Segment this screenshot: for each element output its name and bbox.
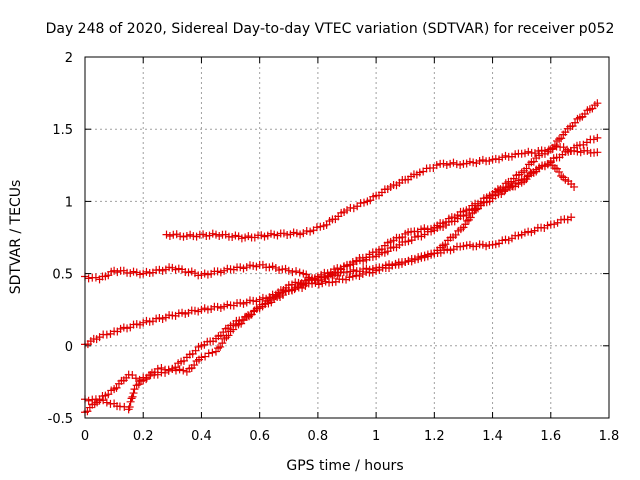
- data-point-marker: [212, 347, 220, 356]
- x-tick-label: 1.8: [599, 429, 620, 444]
- x-tick-label: 1.6: [540, 429, 561, 444]
- data-point-marker: [567, 213, 576, 222]
- data-point-marker: [415, 168, 424, 177]
- data-point-marker: [295, 268, 304, 277]
- data-point-marker: [359, 198, 368, 207]
- data-point-marker: [589, 135, 598, 144]
- x-tick-label: 1.4: [482, 429, 503, 444]
- data-point-marker: [176, 232, 185, 241]
- x-tick-label: 0.6: [249, 429, 270, 444]
- series-2: [81, 99, 602, 285]
- data-point-marker: [204, 349, 213, 358]
- data-point-marker: [112, 383, 121, 392]
- data-point-marker: [522, 164, 531, 173]
- data-point-marker: [224, 331, 233, 340]
- series-5: [81, 133, 602, 414]
- data-point-marker: [197, 353, 206, 362]
- data-point-marker: [550, 220, 559, 229]
- data-point-marker: [555, 167, 564, 176]
- y-tick-label: 0.5: [52, 268, 73, 283]
- y-axis-label: SDTVAR / TECUs: [8, 180, 24, 295]
- data-point-marker: [555, 135, 564, 144]
- data-point-marker: [449, 158, 458, 167]
- x-tick-label: 1.2: [424, 429, 445, 444]
- data-point-marker: [345, 273, 354, 282]
- data-point-marker: [451, 230, 460, 239]
- data-point-marker: [570, 182, 579, 191]
- data-point-marker: [91, 273, 100, 282]
- data-point-marker: [208, 348, 217, 357]
- data-point-marker: [583, 146, 592, 155]
- data-point-marker: [164, 366, 173, 375]
- x-tick-label: 0.4: [191, 429, 212, 444]
- data-point-marker: [466, 213, 475, 222]
- data-point-marker: [131, 374, 140, 383]
- data-point-marker: [162, 230, 171, 239]
- x-tick-label: 1: [372, 429, 380, 444]
- data-point-marker: [91, 395, 100, 404]
- data-point-marker: [292, 267, 301, 276]
- data-point-marker: [524, 147, 533, 156]
- y-tick-label: 0: [65, 340, 73, 355]
- plot-frame: [84, 56, 610, 419]
- data-point-marker: [321, 277, 330, 286]
- data-point-marker: [306, 227, 315, 236]
- data-point-marker: [179, 232, 188, 241]
- data-point-marker: [171, 363, 180, 372]
- data-point-marker: [128, 392, 137, 401]
- data-point-marker: [84, 396, 93, 405]
- data-point-marker: [576, 148, 585, 157]
- data-point-marker: [84, 274, 93, 283]
- data-point-marker: [165, 232, 174, 241]
- chart-title: Day 248 of 2020, Sidereal Day-to-day VTE…: [46, 21, 615, 37]
- grid: [85, 57, 609, 418]
- data-point-marker: [175, 365, 184, 374]
- y-axis-ticks: -0.5 0 0.5 1 1.5 2: [48, 51, 609, 427]
- data-point-marker: [456, 160, 465, 169]
- data-point-marker: [284, 266, 293, 275]
- data-point-marker: [318, 279, 327, 288]
- data-point-marker: [593, 148, 602, 157]
- data-point-marker: [179, 366, 188, 375]
- x-tick-label: 0.8: [308, 429, 329, 444]
- x-tick-label: 0.2: [133, 429, 154, 444]
- data-point-marker: [593, 99, 602, 108]
- data-point-marker: [102, 398, 111, 407]
- data-point-marker: [288, 268, 297, 277]
- data-point-marker: [130, 385, 139, 394]
- data-point-marker: [102, 330, 111, 339]
- series-1: [162, 142, 602, 243]
- y-tick-label: 1.5: [52, 123, 73, 138]
- data-point-marker: [161, 368, 170, 377]
- data-point-marker: [216, 342, 225, 351]
- data-point-marker: [316, 222, 325, 231]
- data-point-marker: [463, 216, 472, 225]
- data-point-marker: [593, 133, 602, 142]
- x-axis-ticks: 0 0.2 0.4 0.6 0.8 1 1.2 1.4 1.6 1.8: [81, 57, 619, 444]
- data-series: [81, 99, 602, 417]
- data-point-marker: [432, 161, 441, 170]
- data-point-marker: [442, 161, 451, 170]
- data-point-marker: [172, 230, 181, 239]
- data-point-marker: [461, 220, 470, 229]
- data-point-marker: [125, 402, 134, 411]
- data-point-marker: [218, 339, 227, 348]
- data-point-marker: [550, 141, 559, 150]
- data-point-marker: [129, 389, 138, 398]
- data-point-marker: [126, 397, 135, 406]
- data-point-marker: [127, 394, 136, 403]
- series-4: [81, 213, 576, 417]
- y-tick-label: 2: [65, 51, 73, 66]
- data-point-marker: [314, 280, 323, 289]
- y-tick-label: 1: [65, 195, 73, 210]
- data-point-marker: [557, 171, 566, 180]
- data-point-marker: [349, 204, 358, 213]
- y-tick-label: -0.5: [48, 412, 73, 427]
- data-point-marker: [312, 223, 321, 232]
- x-axis-label: GPS time / hours: [286, 458, 403, 474]
- x-tick-label: 0: [81, 429, 89, 444]
- data-point-marker: [190, 361, 199, 370]
